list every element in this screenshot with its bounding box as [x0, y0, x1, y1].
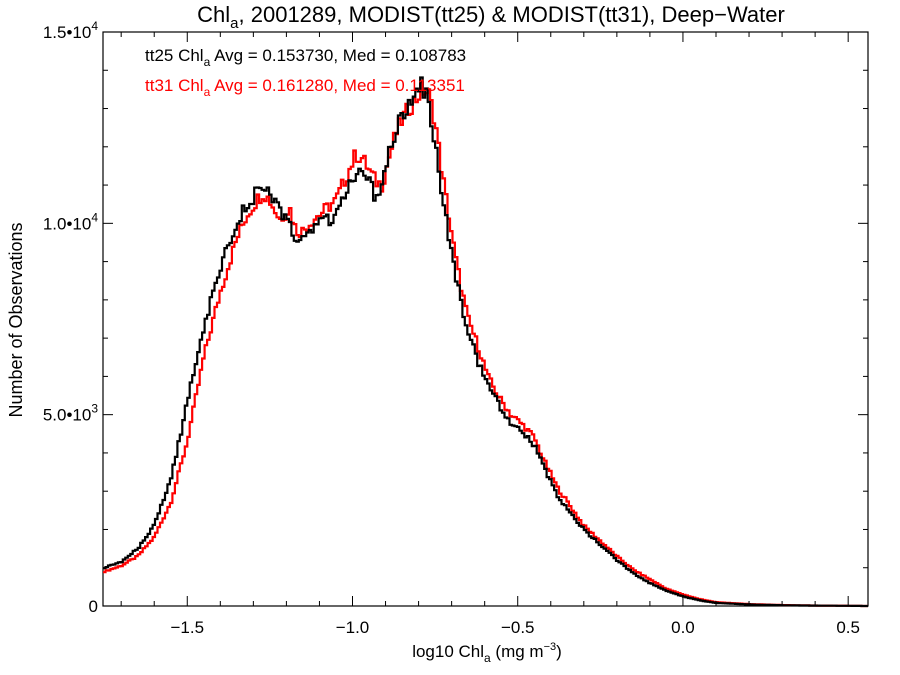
y-tick-label: 1.5•104	[43, 19, 99, 42]
y-tick-label: 1.0•104	[43, 210, 99, 233]
x-axis: −1.5 −1.0 −0.5 0.0 0.5	[120, 32, 860, 637]
y-tick-label: 5.0•103	[43, 402, 99, 425]
x-axis-label: log10 Chla (mg m−3)	[412, 641, 562, 665]
y-tick-label: 0	[89, 597, 98, 616]
x-tick-label: −0.5	[501, 618, 535, 637]
series-line-tt25	[103, 76, 868, 608]
annotation-tt25: tt25 Chla Avg = 0.153730, Med = 0.108783	[145, 46, 466, 69]
plot-frame	[102, 31, 869, 607]
y-axis-label: Number of Observations	[6, 222, 26, 417]
chart-title: Chla, 2001289, MODIST(tt25) & MODIST(tt3…	[197, 2, 785, 32]
x-tick-label: 0.0	[671, 618, 695, 637]
series-layer	[103, 76, 868, 608]
x-tick-label: −1.5	[170, 618, 204, 637]
y-axis: 0 5.0•103 1.0•104 1.5•104	[43, 19, 868, 616]
x-tick-label: −1.0	[336, 618, 370, 637]
x-tick-label: 0.5	[836, 618, 860, 637]
annotation-tt31: tt31 Chla Avg = 0.161280, Med = 0.113351	[145, 76, 465, 99]
